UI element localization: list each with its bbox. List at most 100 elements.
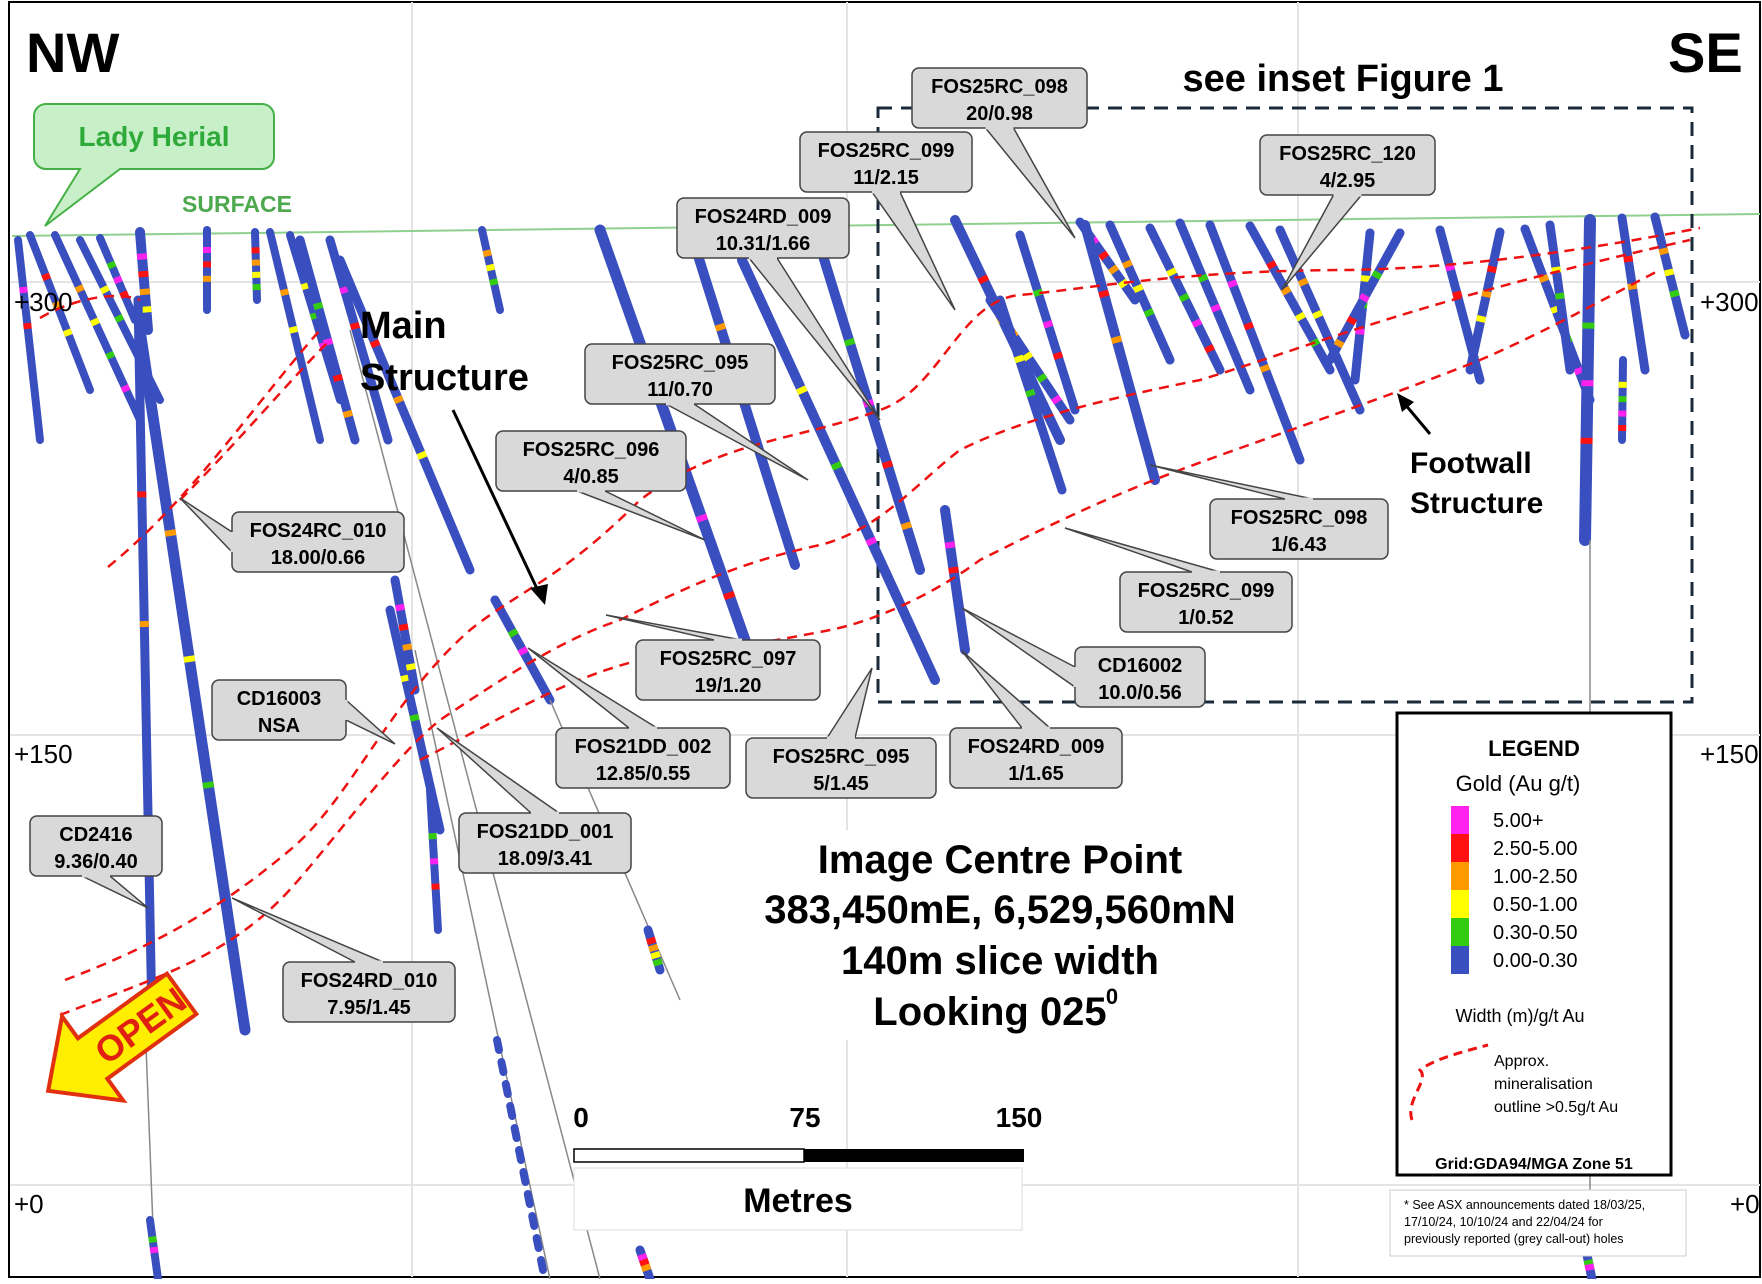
core-segment [501,1062,503,1072]
callout-result: 10.31/1.66 [716,233,811,255]
assay-band [1037,290,1039,296]
drill-hole-36 [1085,225,1155,480]
callout-pointer [346,700,395,744]
assay-band [1112,267,1115,272]
assay-band [78,286,81,291]
assay-band [110,262,112,268]
assay-band [1183,295,1186,300]
assay-band [642,1254,644,1260]
assay-band [950,542,951,548]
assay-band [1302,279,1304,284]
assay-band [1363,295,1366,300]
callout-result: 11/0.70 [647,379,713,401]
assay-band [1456,292,1458,298]
assay-band [1668,270,1669,276]
assay-band [170,530,171,536]
assay-band [94,319,97,324]
drill-hole-46 [1470,232,1500,370]
callout-hole: FOS25RC_098 [1231,507,1368,529]
core-segment [515,1128,517,1138]
assay-band [421,453,423,459]
assay-band [653,945,655,951]
assay-band [1202,275,1204,281]
callout-pointer [1282,195,1362,290]
legend-swatch [1451,946,1469,974]
assay-band [1102,253,1105,258]
assay-band [1055,397,1058,402]
assay-band [643,1260,645,1266]
legend-label: 1.00-2.50 [1493,866,1578,888]
assay-band [403,624,404,630]
callout-pointer [986,128,1076,238]
assay-band [512,630,515,635]
legend: LEGEND Gold (Au g/t) 5.00+2.50-5.001.00-… [1397,713,1671,1175]
assay-band [1365,276,1366,282]
assay-band [1589,1264,1590,1270]
assay-band [905,523,907,529]
legend-grid: Grid:GDA94/MGA Zone 51 [1435,1156,1633,1173]
callout-pointer [962,651,1050,728]
core-segment [497,1040,499,1050]
legend-swatch [1451,890,1469,918]
assay-band [870,539,873,544]
assay-band [1040,376,1043,381]
assay-band [109,353,112,358]
callout-result: 5/1.45 [813,773,869,795]
assay-band [490,265,491,271]
callout-pointer [872,192,955,310]
callout-result: 18.09/3.41 [498,848,593,870]
main-structure-label-2: Structure [360,357,529,399]
callout-result: 4/2.95 [1320,170,1376,192]
callout-result: 7.95/1.45 [327,997,410,1019]
legend-outline-note-2: mineralisation [1494,1076,1593,1093]
callout-hole: FOS24RD_010 [301,970,438,992]
callout-hole: FOS25RC_099 [818,140,955,162]
legend-outline-note-1: Approx. [1494,1053,1549,1070]
callout-result: 12.85/0.55 [596,763,691,785]
assay-band [655,952,657,958]
callout-hole: FOS21DD_002 [575,736,712,758]
footnote-line-3: previously reported (grey call-out) hole… [1404,1232,1624,1246]
assay-band [152,1236,153,1242]
legend-outline-note-3: outline >0.5g/t Au [1494,1099,1618,1116]
assay-band [1126,261,1128,266]
callout-hole: FOS25RC_098 [931,76,1068,98]
assay-band [1299,314,1302,319]
assay-band [399,605,400,611]
assay-band [1116,337,1118,343]
assay-band [1018,356,1020,362]
assay-band [103,287,106,292]
direction-se: SE [1668,21,1743,84]
callout-pointer [606,615,742,640]
elev-left-300: +300 [14,287,73,317]
callout-result: 1/6.43 [1271,534,1327,556]
assay-band [410,664,411,670]
elev-right-150: +150 [1700,739,1759,769]
core-segment [523,1172,525,1182]
assay-band [1029,390,1031,396]
callout-result: 9.36/0.40 [54,851,137,873]
assay-band [1663,248,1664,254]
assay-band [405,675,406,681]
core-segment [537,1238,539,1248]
callout-result: NSA [258,715,300,737]
drill-hole-49 [1585,220,1590,540]
assay-band [293,327,294,333]
assay-band [1480,316,1481,322]
core-segment [519,1150,521,1160]
assay-band [344,287,346,293]
assay-band [953,567,954,573]
footnote-line-1: * See ASX announcements dated 18/03/25, [1404,1198,1645,1212]
assay-band [728,593,730,599]
core-segment [506,1084,508,1094]
elev-right-300: +300 [1700,287,1759,317]
assay-band [1285,288,1288,293]
assay-band [1554,307,1556,313]
assay-band [849,339,851,345]
callout-result: 1/0.52 [1178,607,1234,629]
callout-pointer [827,668,872,738]
assay-band [1491,266,1492,272]
